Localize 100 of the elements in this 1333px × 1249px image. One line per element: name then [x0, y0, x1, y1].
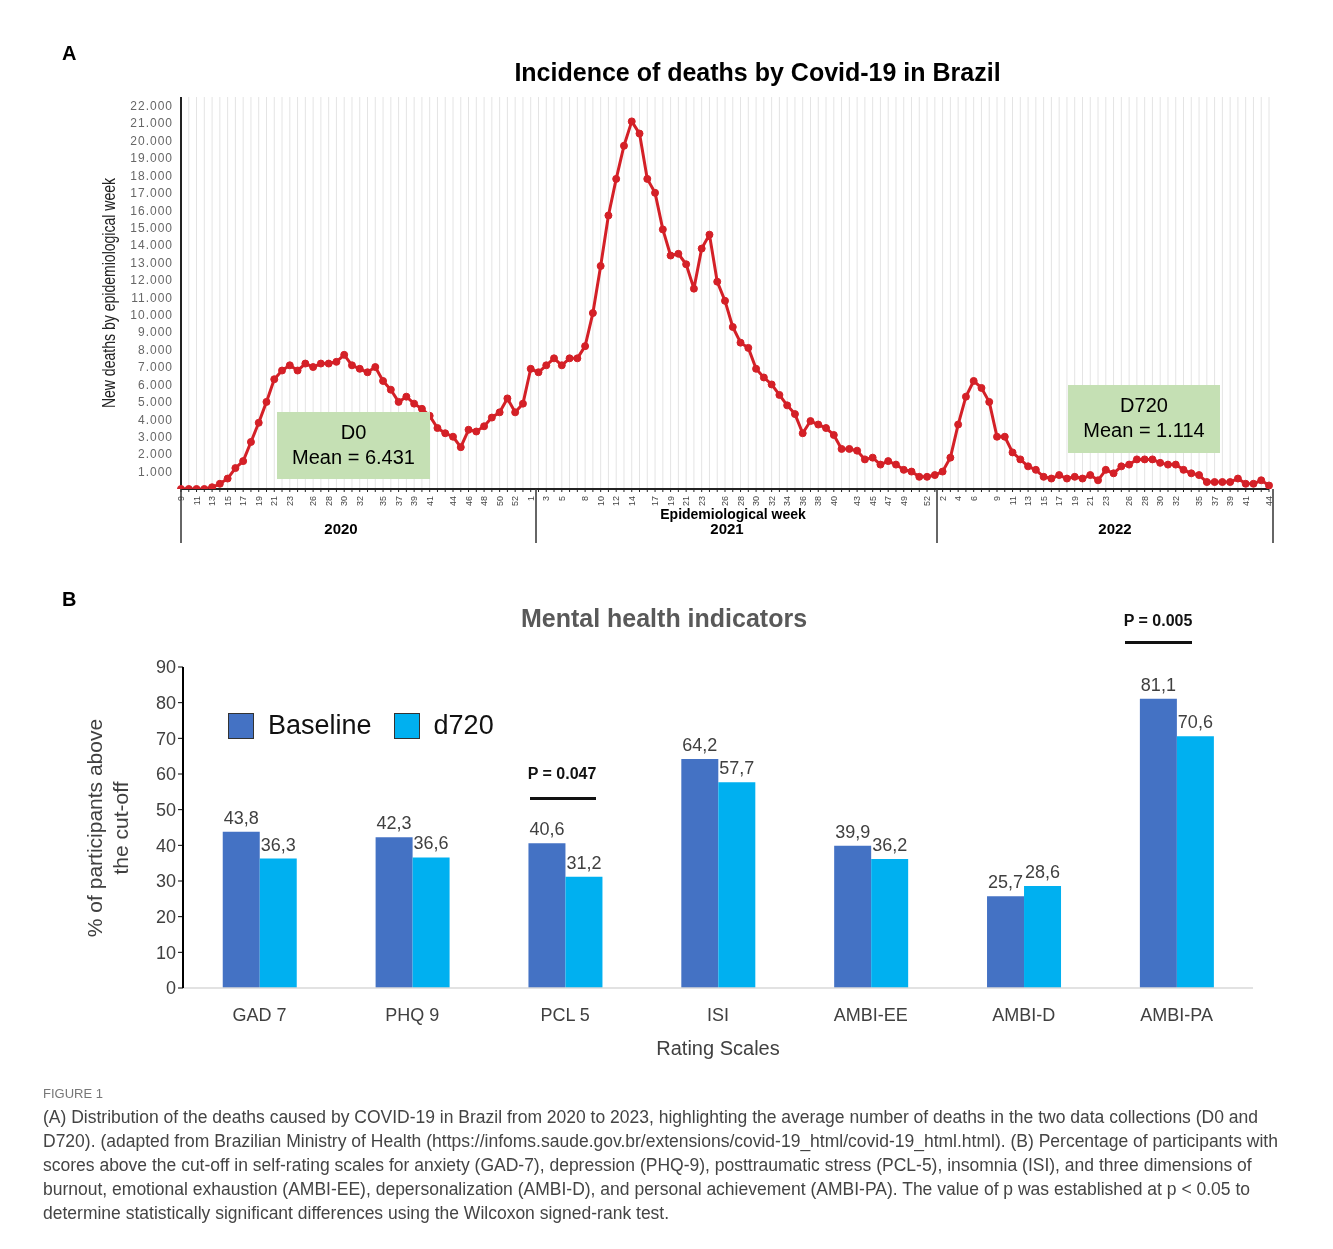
- x-tick-label: 23: [1100, 496, 1111, 507]
- x-tick-label: AMBI-D: [992, 1004, 1056, 1025]
- bar: [1139, 698, 1177, 988]
- x-tick-label: 9: [176, 496, 186, 502]
- text: 2020: [323, 520, 359, 537]
- x-axis-title: Rating Scales: [655, 1037, 781, 1060]
- y-tick-label: 20.000: [130, 133, 173, 148]
- y-tick-label: 10: [155, 942, 176, 963]
- x-tick-label: 28: [323, 496, 334, 507]
- x-tick-label: 52: [922, 496, 933, 507]
- bar: [1024, 885, 1062, 988]
- x-tick-label: 35: [378, 496, 389, 507]
- x-tick-label: 26: [720, 496, 730, 507]
- x-tick-label: 38: [813, 496, 824, 507]
- y-tick-label: 11.000: [131, 290, 173, 305]
- x-tick-label: 6: [968, 496, 979, 502]
- x-tick-label: 35: [1194, 496, 1205, 507]
- data-label: 36,2: [872, 834, 908, 855]
- y-tick-label: 17.000: [130, 186, 173, 201]
- y-tick-label: 2.000: [137, 447, 173, 462]
- y-tick-label: 20: [155, 907, 176, 928]
- y-tick-label: 15.000: [130, 220, 173, 235]
- x-tick-label: 19: [1069, 496, 1080, 507]
- x-tick-label: 26: [1124, 496, 1135, 507]
- bar: [565, 876, 603, 988]
- x-tick-label: 5: [556, 496, 567, 502]
- y-tick-label: 22.000: [130, 98, 173, 113]
- x-tick-label: 17: [238, 496, 249, 507]
- x-tick-label: 49: [898, 496, 909, 507]
- x-tick-label: ISI: [706, 1004, 730, 1025]
- caption: FIGURE 1: [43, 1086, 103, 1101]
- x-tick-label: 36: [797, 496, 808, 507]
- y-tick-label: 90: [155, 657, 176, 678]
- y-tick-label: 12.000: [130, 273, 173, 288]
- x-tick-label: 26: [308, 496, 319, 507]
- data-label: 64,2: [682, 735, 718, 756]
- x-tick-label: 50: [494, 496, 505, 507]
- y-tick-label: 60: [155, 764, 176, 785]
- data-label: 36,3: [260, 834, 296, 855]
- chart-title: Incidence of deaths by Covid-19 in Brazil: [513, 58, 1002, 87]
- x-tick-label: AMBI-PA: [1140, 1004, 1213, 1025]
- y-tick-label: 21.000: [130, 116, 173, 131]
- x-tick-label: 21: [1085, 496, 1096, 507]
- x-tick-label: 9: [992, 496, 1002, 502]
- bar: [528, 843, 566, 988]
- x-tick-label: 23: [696, 496, 707, 507]
- x-tick-label: 30: [339, 496, 350, 507]
- data-label: 36,6: [413, 833, 449, 854]
- x-tick-label: 8: [580, 496, 591, 502]
- x-tick-label: PCL 5: [540, 1004, 590, 1025]
- data-label: 81,1: [1140, 674, 1176, 695]
- bar: [718, 782, 756, 988]
- x-tick-label: 2: [937, 496, 948, 502]
- x-tick-label: 40: [828, 496, 839, 507]
- legend-label: Baseline: [268, 710, 372, 741]
- x-tick-label: 15: [222, 496, 233, 507]
- x-tick-label: 48: [479, 496, 490, 507]
- x-axis-title: Epidemiological week: [659, 506, 807, 522]
- x-tick-label: 4: [953, 496, 964, 502]
- x-tick-label: 37: [1209, 496, 1220, 507]
- bar: [987, 896, 1025, 988]
- y-axis-title: % of participants above the cut-off: [82, 718, 133, 938]
- data-label: 39,9: [835, 821, 871, 842]
- data-label: 40,6: [529, 819, 565, 840]
- x-tick-label: PHQ 9: [385, 1004, 440, 1025]
- x-tick-label: 47: [883, 496, 894, 507]
- x-tick-label: 1: [525, 496, 536, 502]
- x-tick-label: AMBI-EE: [833, 1004, 908, 1025]
- x-tick-label: 17: [650, 496, 661, 507]
- data-label: 28,6: [1025, 861, 1061, 882]
- data-label: 25,7: [988, 872, 1024, 893]
- x-tick-label: 15: [1038, 496, 1049, 507]
- bar: [375, 837, 413, 988]
- bar: [259, 858, 297, 988]
- x-tick-label: 45: [867, 496, 878, 507]
- y-tick-label: 10.000: [130, 308, 173, 323]
- y-tick-label: 8.000: [137, 342, 173, 357]
- bar: [834, 845, 872, 988]
- y-tick-label: 16.000: [130, 203, 173, 218]
- x-tick-label: 39: [1225, 496, 1236, 507]
- x-tick-label: GAD 7: [232, 1004, 287, 1025]
- y-tick-label: 40: [155, 835, 176, 856]
- data-label: 42,3: [376, 813, 412, 834]
- x-tick-label: 23: [284, 496, 295, 507]
- text: B: [62, 588, 77, 611]
- bar: [681, 759, 719, 988]
- text: 2022: [1097, 520, 1133, 537]
- data-label: 70,6: [1177, 712, 1213, 733]
- x-tick-label: 30: [1155, 496, 1166, 507]
- y-tick-label: 1.000: [137, 464, 173, 479]
- y-tick-label: 19.000: [130, 151, 173, 166]
- x-tick-label: 46: [463, 496, 474, 507]
- text: (A) Distribution of the deaths caused by COVID-19 in Brazil from 2020 to 2023, highlighting the average number of deaths in the two data collections (D0 and D720). (adapted from Brazilian Ministry of Health (https://infoms.saude.gov.br/extensions/covid-19_html/covid-19_html.html). (B) Percentage of participants with scores above the cut-off in self-rating scales for anxiety (GAD-7), depression (PHQ-9), posttraumatic stress (PCL-5), insomnia (ISI), and three dimensions of burnout, emotional exhaustion (AMBI-EE), depersonalization (AMBI-D), and personal achievement (AMBI-PA). The value of p was established at p < 0.05 to determine statistically significant differences using the Wilcoxon signed-rank test.: [43, 1106, 1279, 1225]
- annotation: P = 0.047: [526, 765, 598, 783]
- text: A: [62, 42, 77, 65]
- bar: [412, 857, 450, 988]
- y-tick-label: 0: [165, 978, 176, 999]
- annotation: D0 Mean = 6.431: [277, 412, 430, 479]
- x-tick-label: 17: [1054, 496, 1065, 507]
- x-tick-label: 11: [191, 496, 202, 506]
